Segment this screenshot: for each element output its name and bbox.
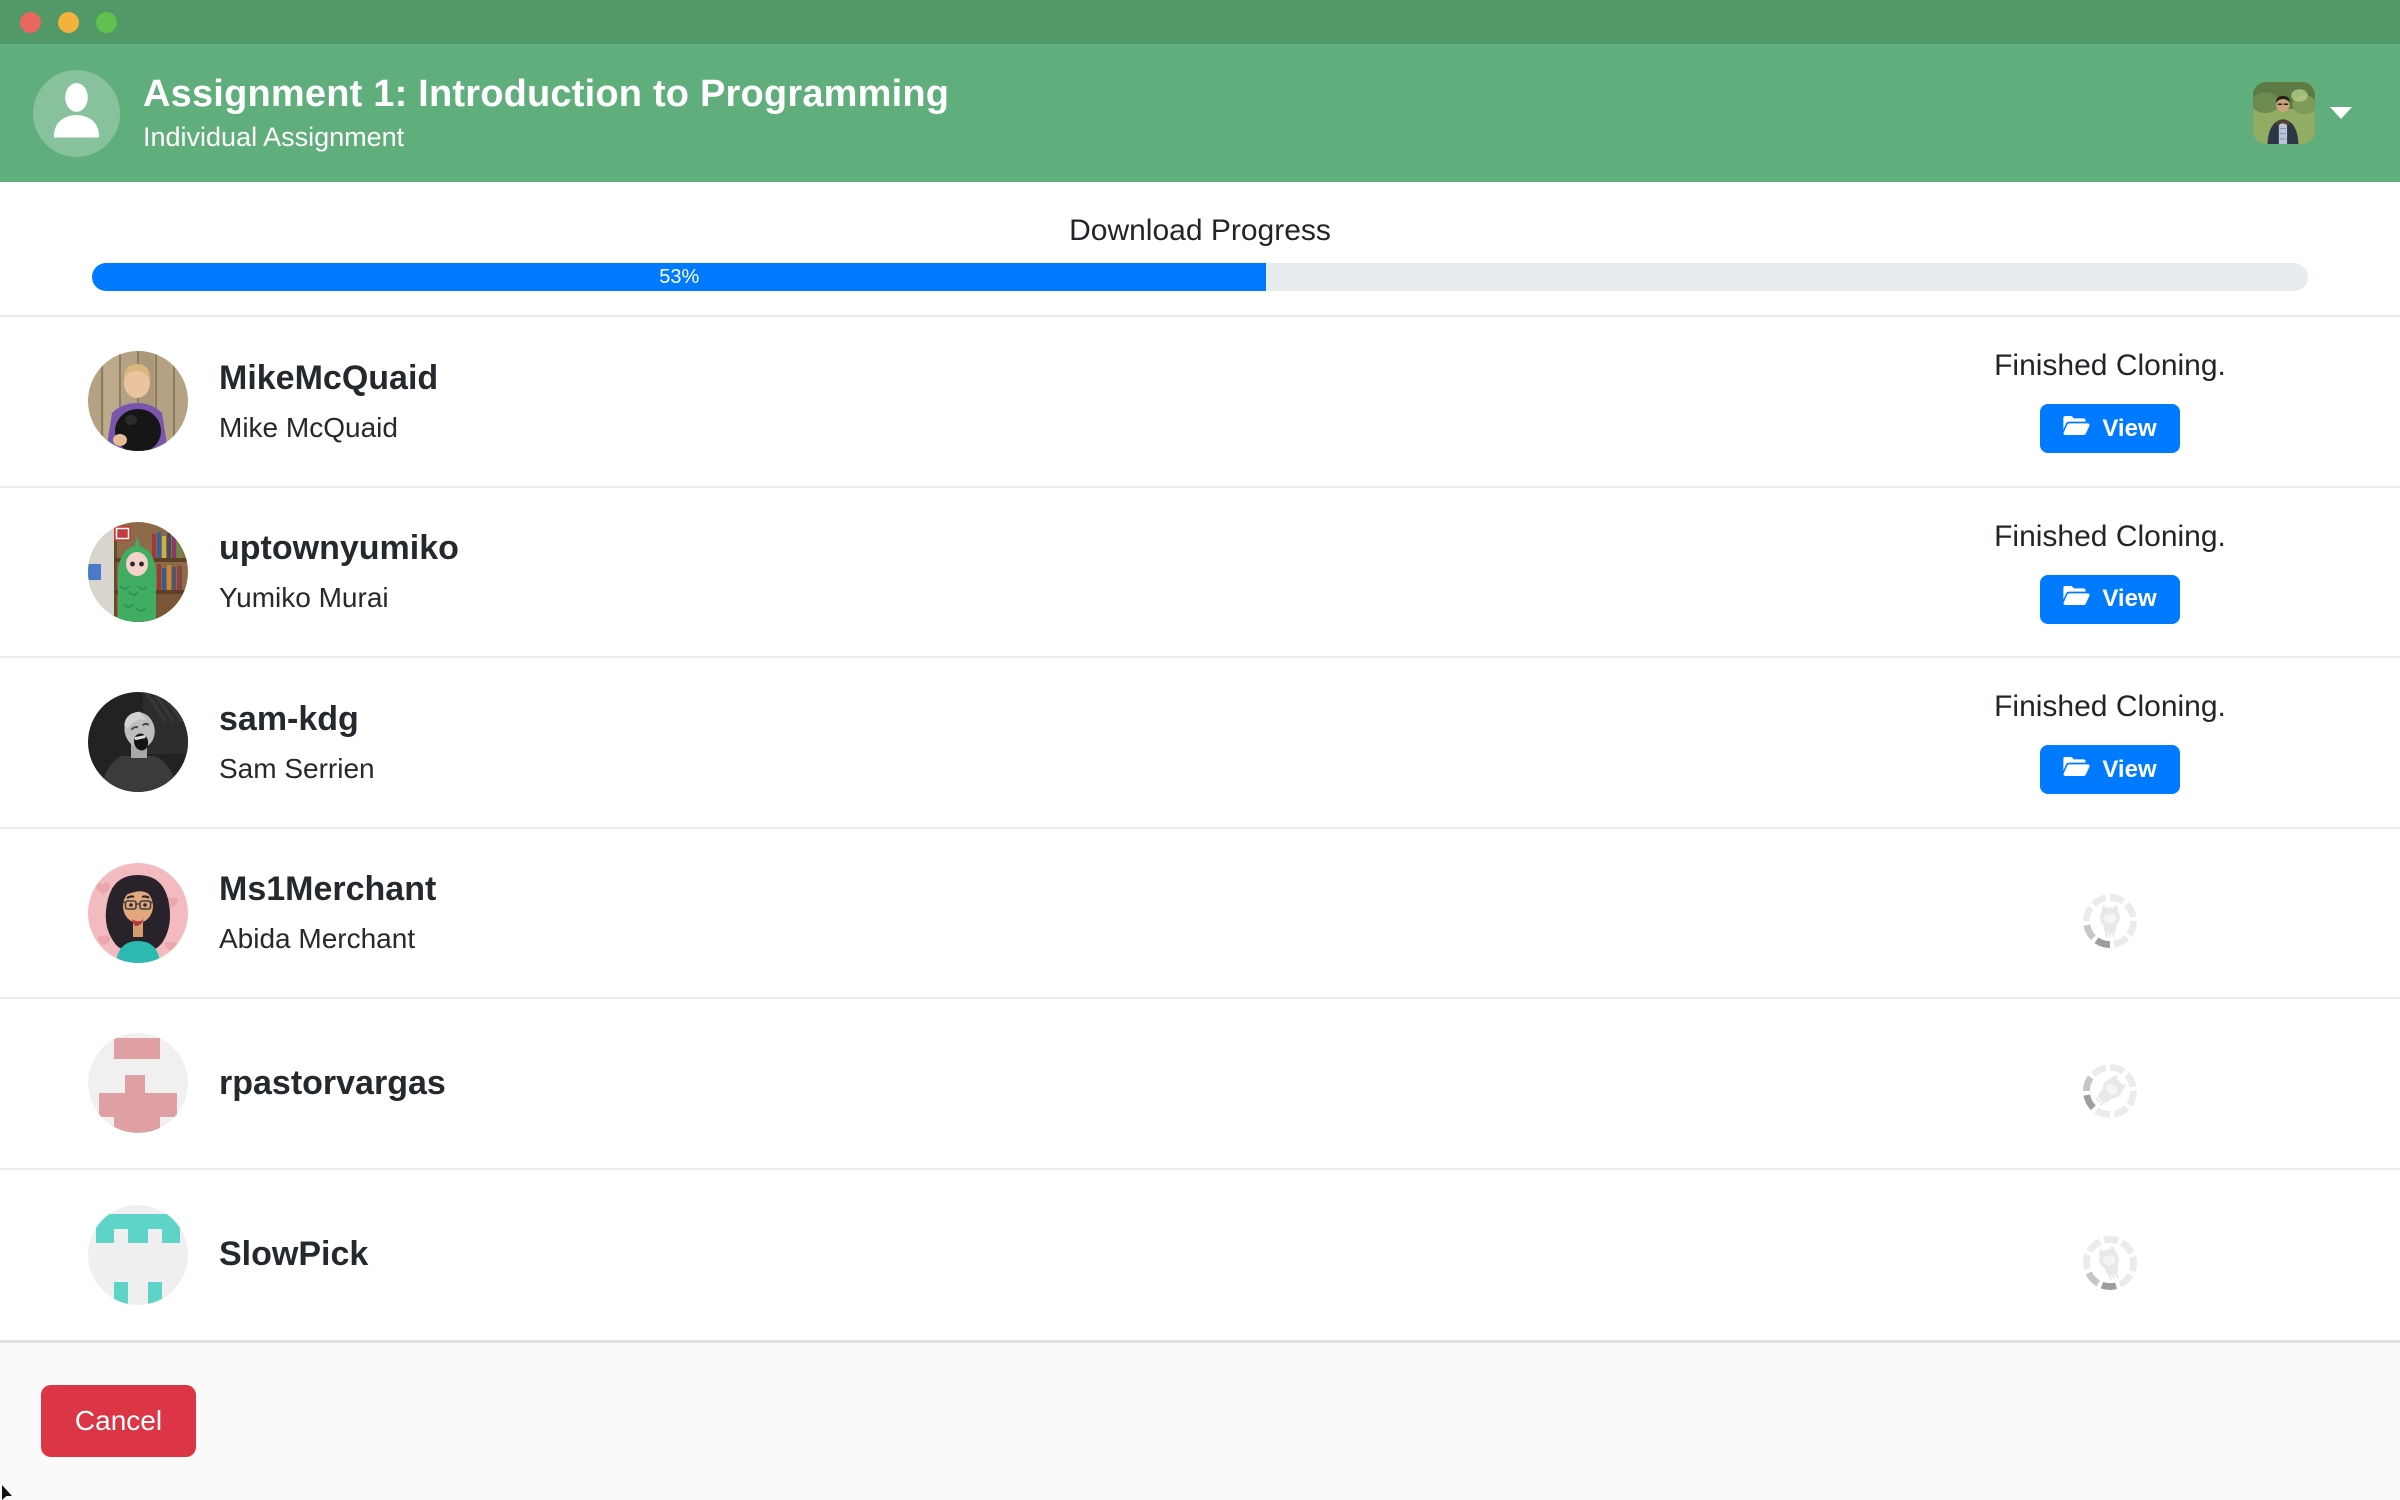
progress-percent-label: 53% [659, 266, 700, 288]
student-fullname: Mike McQuaid [219, 411, 398, 443]
user-avatar[interactable] [2253, 82, 2315, 144]
github-octocat-spinner [2081, 892, 2139, 950]
github-octocat-spinner [2069, 1050, 2151, 1132]
view-button-label: View [2102, 755, 2157, 783]
student-avatar [88, 521, 188, 622]
mouse-cursor [2, 1485, 12, 1500]
student-row: SlowPick [0, 1169, 2400, 1340]
student-fullname: Abida Merchant [219, 923, 416, 955]
open-folder-icon [2063, 585, 2090, 613]
assignment-avatar [33, 67, 120, 159]
assignment-type-label: Individual Assignment [143, 122, 405, 152]
open-folder-icon [2063, 756, 2090, 784]
student-avatar [88, 1204, 188, 1305]
progress-fill: 53% [92, 263, 1267, 291]
page-title: Assignment 1: Introduction to Programmin… [143, 73, 950, 115]
student-row: MikeMcQuaid Mike McQuaid Finished Clonin… [0, 317, 2400, 488]
student-avatar [88, 351, 188, 452]
view-button-label: View [2102, 585, 2157, 613]
student-row: Ms1Merchant Abida Merchant [0, 828, 2400, 999]
open-folder-icon [2063, 415, 2090, 443]
user-menu[interactable] [2253, 82, 2352, 144]
clone-status: Finished Cloning. [1994, 690, 2226, 724]
zoom-button[interactable] [96, 11, 117, 33]
student-username: Ms1Merchant [219, 870, 437, 909]
view-button-label: View [2102, 414, 2157, 442]
student-fullname: Yumiko Murai [219, 582, 389, 614]
view-button[interactable]: View [2040, 745, 2180, 795]
student-row: sam-kdg Sam Serrien Finished Cloning. Vi… [0, 658, 2400, 829]
clone-status: Finished Cloning. [1994, 349, 2226, 383]
student-avatar [88, 1033, 188, 1134]
progress-bar-track: 53% [92, 263, 2308, 291]
progress-heading: Download Progress [1069, 214, 1331, 247]
view-button[interactable]: View [2040, 574, 2180, 624]
cancel-button[interactable]: Cancel [41, 1385, 196, 1457]
student-username: MikeMcQuaid [219, 358, 439, 397]
view-button[interactable]: View [2040, 404, 2180, 454]
download-progress-section: Download Progress 53% [0, 182, 2400, 317]
github-octocat-spinner [2074, 1227, 2145, 1298]
clone-status: Finished Cloning. [1994, 519, 2226, 553]
student-username: rpastorvargas [219, 1063, 446, 1102]
minimize-button[interactable] [58, 11, 79, 33]
student-username: SlowPick [219, 1235, 369, 1274]
student-avatar [88, 692, 188, 793]
titlebar [0, 0, 2400, 44]
student-username: uptownyumiko [219, 529, 459, 568]
student-row: rpastorvargas [0, 999, 2400, 1170]
footer-bar: Cancel [0, 1340, 2400, 1500]
student-avatar [88, 862, 188, 963]
student-username: sam-kdg [219, 699, 359, 738]
person-icon [33, 67, 120, 159]
assignment-header: Assignment 1: Introduction to Programmin… [0, 44, 2400, 182]
student-fullname: Sam Serrien [219, 752, 375, 784]
chevron-down-icon [2330, 107, 2352, 119]
student-row: uptownyumiko Yumiko Murai Finished Cloni… [0, 487, 2400, 658]
close-button[interactable] [20, 11, 41, 33]
